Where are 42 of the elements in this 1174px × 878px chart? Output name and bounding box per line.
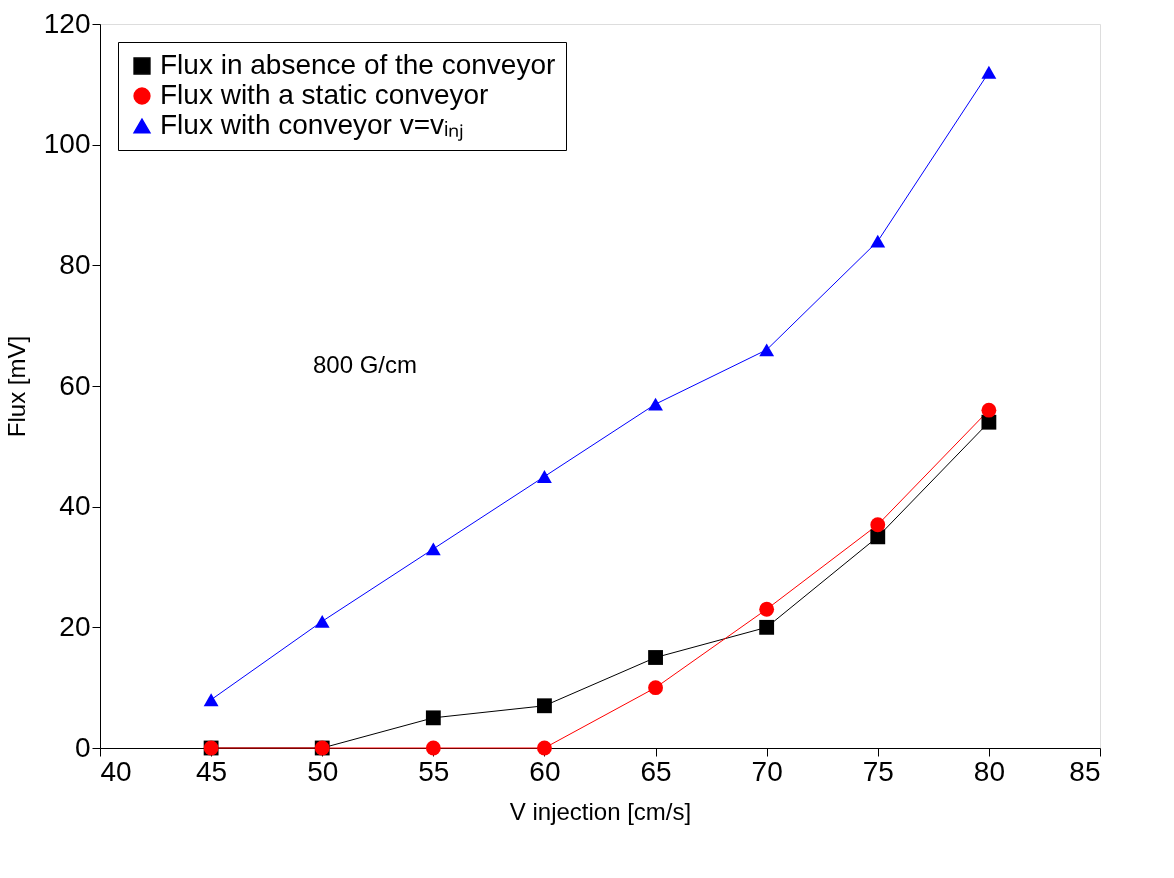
point — [759, 601, 775, 617]
x-tick-label: 85 — [1069, 755, 1101, 787]
x-tick-label: 70 — [751, 755, 783, 787]
point — [870, 234, 886, 248]
point — [537, 470, 552, 483]
y-tick-label: 40 — [59, 490, 91, 522]
point — [648, 650, 663, 665]
x-tick-label: 55 — [418, 755, 450, 787]
legend-label: Flux in absence of the conveyor — [160, 49, 556, 80]
x-tick-label: 60 — [529, 755, 561, 787]
x-axis-title: V injection [cm/s] — [509, 797, 692, 825]
x-tick-label: 65 — [640, 755, 672, 787]
point — [981, 402, 997, 418]
y-tick-label: 60 — [59, 369, 91, 401]
point — [537, 740, 552, 756]
point — [870, 517, 886, 533]
annotation: 800 G/cm — [312, 351, 418, 378]
point — [759, 619, 775, 635]
x-tick-label: 75 — [862, 755, 894, 787]
point — [203, 693, 219, 707]
point — [981, 414, 997, 430]
point — [425, 542, 441, 556]
y-tick-label: 120 — [43, 7, 91, 39]
x-tick-label: 40 — [100, 755, 132, 787]
point — [314, 614, 330, 628]
point — [759, 343, 775, 357]
point — [537, 698, 552, 714]
point — [981, 65, 997, 79]
point — [425, 710, 441, 726]
y-tick-label: 80 — [59, 248, 91, 280]
point — [425, 740, 441, 756]
point — [648, 397, 663, 411]
y-tick-label: 0 — [74, 731, 91, 763]
legend-label: Flux with a static conveyor — [160, 79, 489, 110]
y-tick-label: 100 — [43, 128, 91, 160]
y-tick-label: 20 — [59, 610, 91, 642]
y-axis-title: Flux [mV] — [2, 335, 30, 438]
x-tick-label: 80 — [973, 755, 1005, 787]
x-tick-label: 45 — [196, 755, 228, 787]
x-tick-label: 50 — [307, 755, 339, 787]
legend-label: Flux with conveyor v=vᵢₙⱼ — [160, 109, 465, 141]
point — [648, 680, 663, 696]
